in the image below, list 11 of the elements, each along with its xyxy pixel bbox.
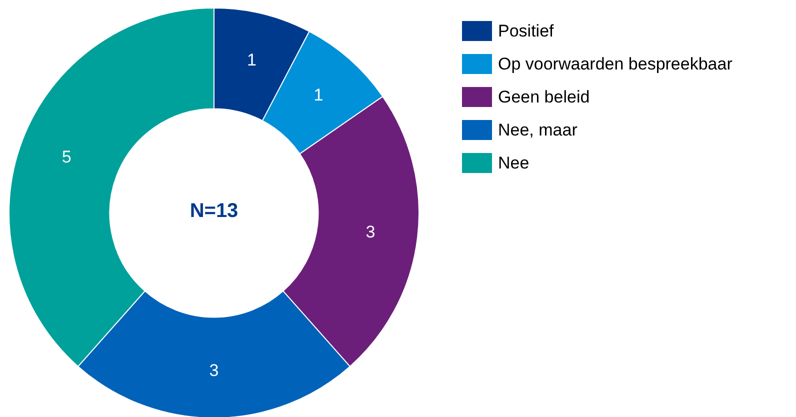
legend-label: Op voorwaarden bespreekbaar bbox=[498, 54, 733, 74]
data-label: 1 bbox=[246, 50, 256, 70]
data-label: 3 bbox=[209, 361, 219, 380]
data-label: 5 bbox=[62, 148, 72, 167]
legend-label: Positief bbox=[498, 22, 554, 40]
legend-label: Nee bbox=[498, 154, 530, 172]
legend-label: Geen beleid bbox=[498, 88, 590, 106]
legend-label: Nee, maar bbox=[498, 120, 578, 140]
text: N=13 bbox=[190, 200, 238, 222]
data-label: 3 bbox=[366, 222, 376, 242]
data-label: 1 bbox=[314, 86, 324, 105]
